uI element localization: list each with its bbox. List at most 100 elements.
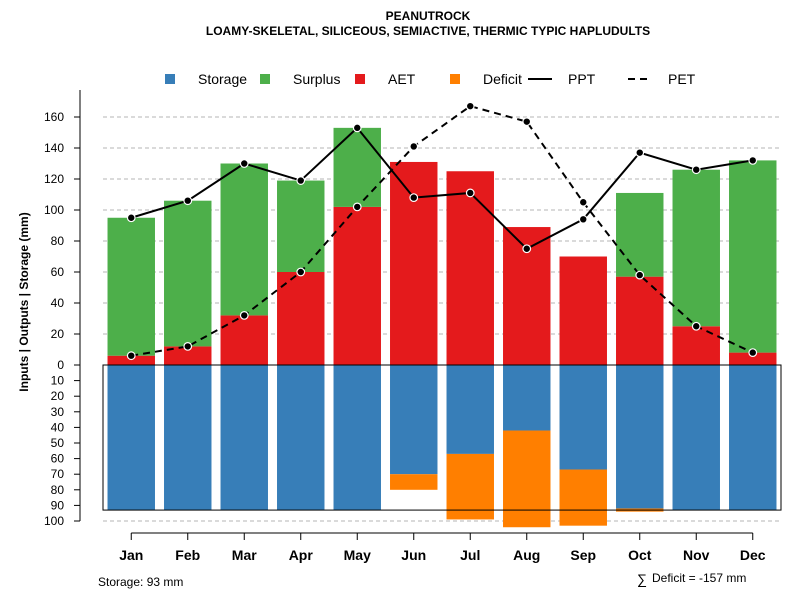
legend-label-surplus: Surplus <box>293 71 340 87</box>
x-tick-label-Mar: Mar <box>232 547 257 563</box>
y-tick-label-lower: 80 <box>51 483 65 497</box>
y-tick-label-lower: 100 <box>44 514 64 528</box>
bar-storage-Apr <box>277 365 325 511</box>
x-tick-label-Jul: Jul <box>460 547 480 563</box>
legend-label-aet: AET <box>388 71 416 87</box>
point-pet-Jun <box>409 142 419 151</box>
y-tick-label-upper: 80 <box>51 234 65 248</box>
bar-surplus-Jan <box>107 217 155 356</box>
bars <box>102 127 782 528</box>
point-ppt-Jul <box>465 188 475 198</box>
bar-storage-Jan <box>107 365 155 511</box>
bar-aet-Sep <box>559 256 607 365</box>
bar-storage-Mar <box>220 365 268 511</box>
chart-subtitle: LOAMY-SKELETAL, SILICEOUS, SEMIACTIVE, T… <box>206 24 650 38</box>
bar-deficit-Jul <box>446 453 494 520</box>
bar-aet-Jun <box>390 161 438 365</box>
bar-deficit-Aug <box>503 430 551 528</box>
line-ppt <box>130 126 753 250</box>
bar-aet-Jan <box>107 355 155 365</box>
y-tick-label-upper: 160 <box>44 110 64 124</box>
point-pet-Jul <box>465 101 475 111</box>
point-ppt-Sep <box>578 214 588 224</box>
x-tick-label-Dec: Dec <box>740 547 766 563</box>
bar-storage-Nov <box>672 365 720 511</box>
bar-aet-Feb <box>164 346 212 365</box>
point-pet-Oct <box>635 270 645 280</box>
y-tick-label-upper: 120 <box>44 172 64 186</box>
line-pet <box>131 105 754 357</box>
bar-storage-Dec <box>729 365 777 511</box>
legend-label-pet: PET <box>668 71 696 87</box>
legend-swatch-storage <box>165 74 175 84</box>
point-ppt-Jan <box>126 213 136 223</box>
bar-aet-Jul <box>446 171 494 365</box>
x-tick-label-Feb: Feb <box>175 547 200 563</box>
chart-title: PEANUTROCK <box>386 9 471 23</box>
x-tick-label-Aug: Aug <box>513 547 540 563</box>
deficit-note: Deficit = -157 mm <box>652 571 746 585</box>
y-tick-label-upper: 20 <box>51 327 65 341</box>
y-tick-label-lower: 70 <box>51 467 65 481</box>
point-pet-Mar <box>239 311 249 320</box>
y-tick-label-upper: 0 <box>57 358 64 372</box>
y-tick-label-upper: 140 <box>44 141 64 155</box>
y-tick-label-lower: 60 <box>51 452 65 466</box>
bar-storage-Feb <box>164 365 212 511</box>
legend-swatch-aet <box>355 74 365 84</box>
bar-surplus-Dec <box>729 160 777 353</box>
y-tick-label-upper: 60 <box>51 265 65 279</box>
deficit-sum-symbol: ∑ <box>637 571 647 587</box>
legend-label-ppt: PPT <box>568 71 596 87</box>
bar-surplus-Nov <box>672 169 720 327</box>
point-pet-Jan <box>126 351 136 361</box>
bar-aet-Apr <box>277 272 325 365</box>
bar-aet-Nov <box>672 326 720 365</box>
bar-storage-May <box>333 365 381 511</box>
bar-storage-Aug <box>503 365 551 431</box>
point-ppt-Aug <box>522 244 532 254</box>
bar-storage-Jul <box>446 365 494 454</box>
legend-label-storage: Storage <box>198 71 247 87</box>
y-axis-label: Inputs | Outputs | Storage (mm) <box>17 212 31 391</box>
legend-swatch-surplus <box>260 74 270 84</box>
y-tick-label-lower: 90 <box>51 498 65 512</box>
point-pet-Aug <box>522 117 532 127</box>
y-tick-label-lower: 50 <box>51 436 65 450</box>
bar-aet-Dec <box>729 352 777 365</box>
legend-label-deficit: Deficit <box>483 71 522 87</box>
series-lines <box>126 101 758 361</box>
bar-aet-May <box>333 206 381 365</box>
x-tick-label-Sep: Sep <box>570 547 596 563</box>
axes: 0204060801001201401601020304050607080901… <box>44 90 766 563</box>
point-ppt-Feb <box>183 196 193 206</box>
bar-surplus-Feb <box>164 200 212 347</box>
legend: Storage Surplus AET Deficit PPT PET <box>165 71 696 87</box>
point-ppt-Jun <box>409 193 419 203</box>
bar-surplus-Apr <box>277 180 325 272</box>
grid-lines <box>103 116 781 522</box>
x-tick-label-Jan: Jan <box>119 547 143 563</box>
bar-aet-Mar <box>220 315 268 365</box>
y-tick-label-lower: 10 <box>51 374 65 388</box>
point-pet-Dec <box>748 348 758 358</box>
storage-note: Storage: 93 mm <box>98 575 183 589</box>
point-pet-Nov <box>691 321 701 331</box>
point-ppt-Dec <box>748 155 758 165</box>
point-pet-Apr <box>296 267 306 277</box>
bar-storage-Sep <box>559 365 607 470</box>
x-tick-label-Apr: Apr <box>289 547 314 563</box>
x-tick-label-Oct: Oct <box>628 547 652 563</box>
bar-surplus-Oct <box>616 192 664 277</box>
y-tick-label-upper: 100 <box>44 203 64 217</box>
y-tick-label-lower: 30 <box>51 405 65 419</box>
y-tick-label-lower: 40 <box>51 420 65 434</box>
x-tick-label-May: May <box>344 547 371 563</box>
point-ppt-Apr <box>296 176 306 185</box>
point-ppt-Oct <box>635 148 645 158</box>
point-pet-Feb <box>183 342 193 351</box>
x-tick-label-Jun: Jun <box>401 547 426 563</box>
x-tick-label-Nov: Nov <box>683 547 710 563</box>
bar-surplus-Mar <box>220 163 268 316</box>
